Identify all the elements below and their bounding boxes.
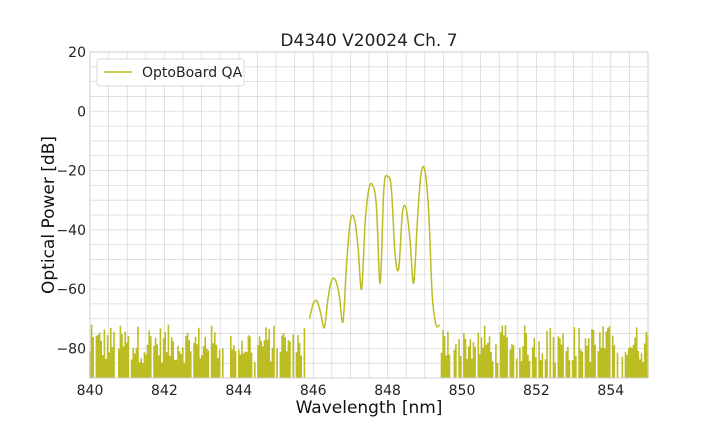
grid (89, 51, 649, 379)
legend-label: OptoBoard QA (142, 65, 243, 81)
y-tick-label: 20 (68, 45, 86, 61)
x-tick-label: 844 (225, 383, 252, 399)
legend: OptoBoard QA (96, 58, 245, 87)
x-tick-label: 842 (151, 383, 178, 399)
x-tick-label: 840 (77, 383, 104, 399)
series-line (308, 165, 441, 329)
x-tick-label: 854 (597, 383, 624, 399)
y-axis-label: Optical Power [dB] (39, 136, 59, 294)
y-tick-label: −60 (56, 282, 86, 298)
x-tick-labels: 840 842 844 846 848 850 852 854 (77, 383, 625, 399)
legend-box (96, 58, 245, 87)
y-tick-label: −80 (56, 341, 86, 357)
plot-frame (89, 51, 649, 379)
y-tick-label: −20 (56, 164, 86, 180)
x-tick-label: 846 (300, 383, 327, 399)
chart-title: D4340 V20024 Ch. 7 (280, 31, 457, 51)
x-tick-label: 848 (374, 383, 401, 399)
x-axis-label: Wavelength [nm] (296, 398, 443, 418)
noise-floor-trace (440, 325, 649, 378)
noise-floor (89, 324, 649, 378)
x-tick-label: 850 (449, 383, 476, 399)
y-tick-label: 0 (77, 104, 86, 120)
y-tick-label: −40 (56, 223, 86, 239)
x-tick-label: 852 (523, 383, 550, 399)
y-tick-labels: 20 0 −20 −40 −60 −80 (56, 45, 86, 357)
